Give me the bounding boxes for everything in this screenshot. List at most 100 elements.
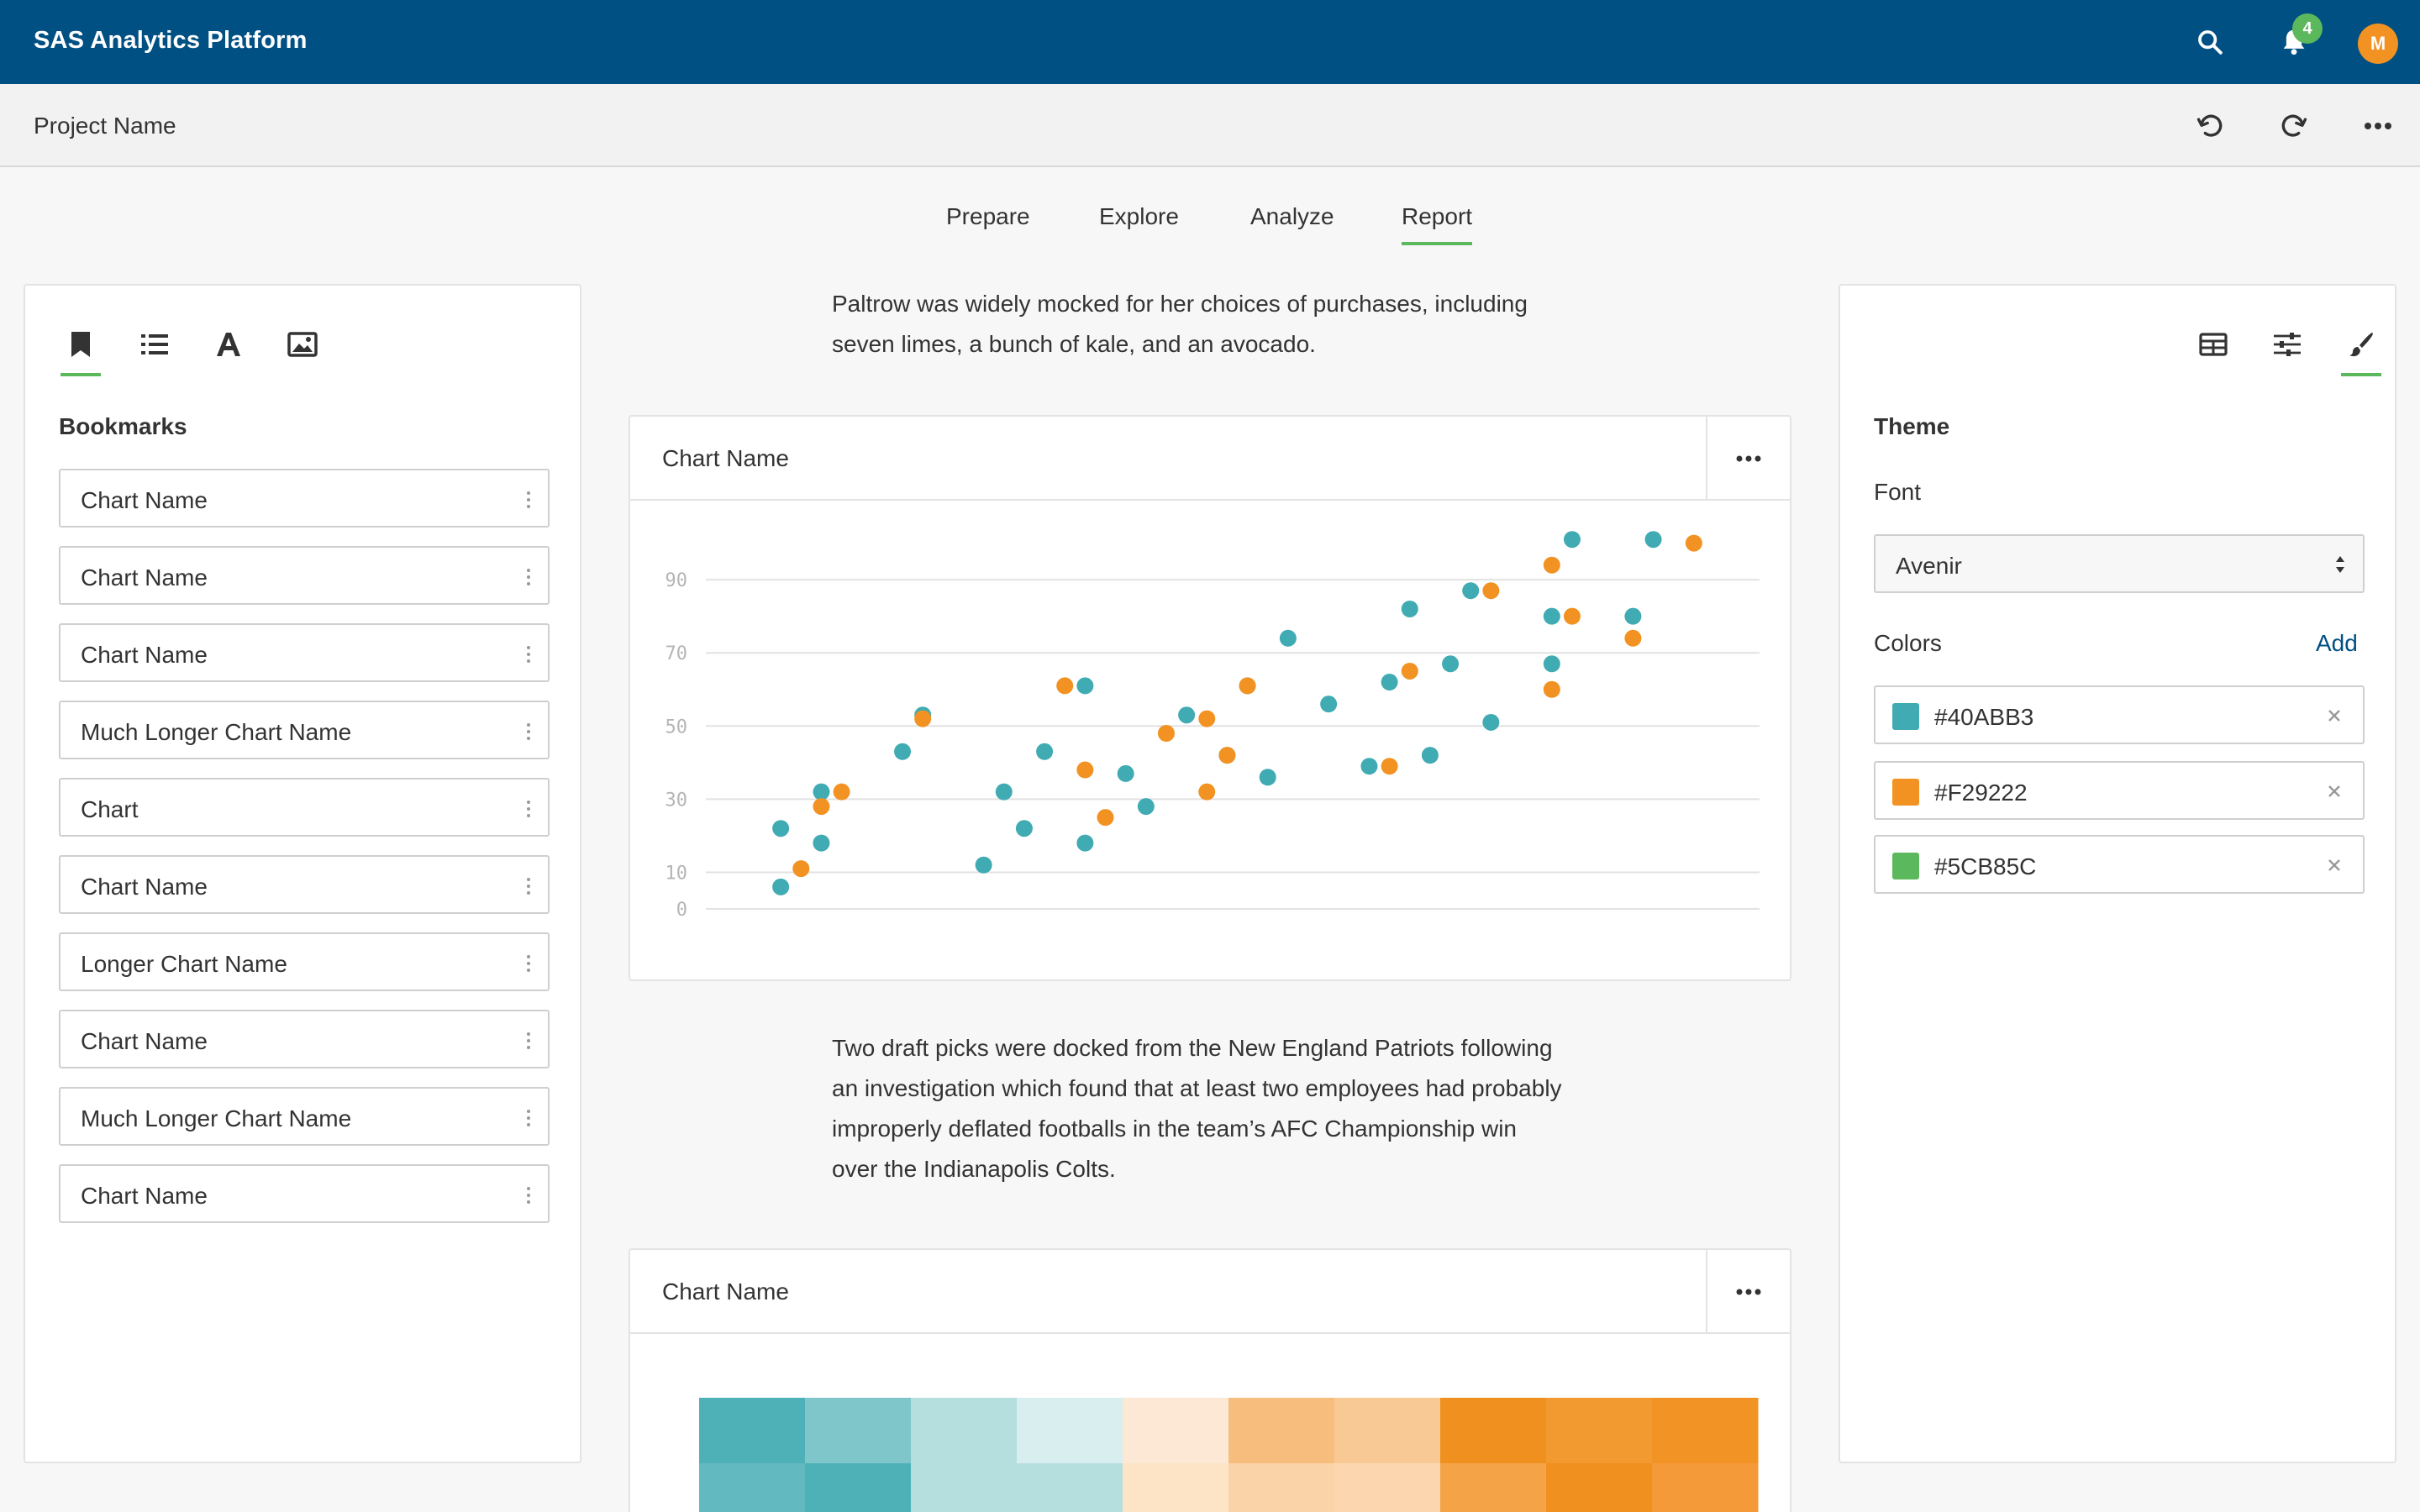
drag-handle-icon[interactable] [526, 800, 531, 818]
bookmark-item[interactable]: Longer Chart Name [59, 932, 550, 991]
drag-handle-icon[interactable] [526, 1032, 531, 1050]
tab-explore[interactable]: Explore [1099, 203, 1179, 229]
close-icon[interactable] [2323, 853, 2346, 877]
heatmap-cell[interactable] [699, 1398, 806, 1463]
scatter-point[interactable] [1482, 713, 1500, 731]
scatter-point[interactable] [894, 743, 912, 760]
drag-handle-icon[interactable] [526, 491, 531, 509]
scatter-point[interactable] [1543, 556, 1560, 574]
heatmap-cell[interactable] [1228, 1398, 1335, 1463]
scatter-point[interactable] [1178, 706, 1196, 724]
bookmark-icon[interactable] [60, 324, 101, 365]
scatter-point[interactable] [1259, 769, 1276, 786]
heatmap-cell[interactable] [1334, 1463, 1441, 1512]
scatter-point[interactable] [772, 820, 790, 837]
heatmap-cell[interactable] [805, 1398, 912, 1463]
bookmark-item[interactable]: Chart [59, 778, 550, 837]
scatter-point[interactable] [1442, 655, 1460, 673]
scatter-point[interactable] [813, 783, 830, 801]
scatter-point[interactable] [1218, 747, 1236, 764]
bookmark-item[interactable]: Chart Name [59, 623, 550, 682]
chart-more-button[interactable] [1706, 1250, 1790, 1334]
heatmap-cell[interactable] [1440, 1398, 1547, 1463]
scatter-point[interactable] [1624, 607, 1642, 625]
close-icon[interactable] [2323, 704, 2346, 727]
heatmap-cell[interactable] [1652, 1398, 1759, 1463]
brush-icon[interactable] [2341, 324, 2381, 365]
scatter-point[interactable] [1198, 710, 1216, 727]
scatter-point[interactable] [1137, 798, 1155, 816]
bookmark-item[interactable]: Chart Name [59, 1164, 550, 1223]
search-icon[interactable] [2193, 25, 2227, 59]
scatter-point[interactable] [914, 710, 932, 727]
scatter-point[interactable] [1157, 725, 1175, 742]
scatter-point[interactable] [1076, 761, 1094, 779]
tab-report[interactable]: Report [1402, 203, 1473, 245]
color-swatch[interactable] [1892, 703, 1919, 730]
tab-analyze[interactable]: Analyze [1250, 203, 1334, 229]
scatter-point[interactable] [1381, 674, 1398, 691]
text-icon[interactable] [208, 324, 249, 365]
scatter-point[interactable] [1015, 820, 1033, 837]
bookmark-item[interactable]: Much Longer Chart Name [59, 701, 550, 759]
scatter-point[interactable] [1360, 758, 1378, 775]
scatter-point[interactable] [1685, 534, 1702, 552]
image-icon[interactable] [282, 324, 323, 365]
scatter-point[interactable] [813, 834, 830, 852]
heatmap-cell[interactable] [1123, 1398, 1229, 1463]
drag-handle-icon[interactable] [526, 722, 531, 741]
scatter-point[interactable] [1097, 809, 1114, 827]
heatmap-cell[interactable] [911, 1398, 1018, 1463]
more-icon[interactable] [2361, 109, 2395, 143]
scatter-point[interactable] [1381, 758, 1398, 775]
scatter-point[interactable] [1401, 662, 1418, 680]
scatter-point[interactable] [1076, 677, 1094, 695]
scatter-point[interactable] [1563, 531, 1581, 549]
add-color-link[interactable]: Add [2316, 630, 2358, 656]
heatmap-cell[interactable] [1652, 1463, 1759, 1512]
heatmap-cell[interactable] [1228, 1463, 1335, 1512]
scatter-point[interactable] [1036, 743, 1054, 760]
color-swatch[interactable] [1892, 779, 1919, 806]
heatmap-cell[interactable] [1546, 1398, 1653, 1463]
drag-handle-icon[interactable] [526, 1186, 531, 1205]
heatmap-cell[interactable] [1017, 1398, 1123, 1463]
list-icon[interactable] [134, 324, 175, 365]
table-icon[interactable] [2193, 324, 2233, 365]
bookmark-item[interactable]: Chart Name [59, 469, 550, 528]
scatter-point[interactable] [1482, 582, 1500, 600]
scatter-point[interactable] [1279, 629, 1297, 647]
scatter-point[interactable] [1401, 600, 1418, 617]
scatter-point[interactable] [833, 783, 850, 801]
heatmap-cell[interactable] [1440, 1463, 1547, 1512]
drag-handle-icon[interactable] [526, 1109, 531, 1127]
tab-prepare[interactable]: Prepare [946, 203, 1030, 229]
heatmap-cell[interactable] [1017, 1463, 1123, 1512]
scatter-point[interactable] [995, 783, 1013, 801]
color-row[interactable]: #5CB85C [1874, 835, 2365, 894]
scatter-point[interactable] [1198, 783, 1216, 801]
scatter-point[interactable] [1056, 677, 1074, 695]
color-row[interactable]: #40ABB3 [1874, 685, 2365, 744]
undo-icon[interactable] [2193, 109, 2227, 143]
heatmap-cell[interactable] [911, 1463, 1018, 1512]
avatar[interactable]: M [2358, 24, 2398, 64]
scatter-point[interactable] [1624, 629, 1642, 647]
chart-more-button[interactable] [1706, 417, 1790, 501]
heatmap-cell[interactable] [1334, 1398, 1441, 1463]
scatter-point[interactable] [1644, 531, 1662, 549]
font-select[interactable]: Avenir [1874, 534, 2365, 593]
scatter-point[interactable] [1462, 582, 1480, 600]
drag-handle-icon[interactable] [526, 568, 531, 586]
bookmark-item[interactable]: Chart Name [59, 1010, 550, 1068]
scatter-point[interactable] [792, 860, 810, 878]
scatter-point[interactable] [975, 856, 992, 874]
heatmap-cell[interactable] [1546, 1463, 1653, 1512]
scatter-point[interactable] [1563, 607, 1581, 625]
scatter-point[interactable] [1421, 747, 1439, 764]
project-name[interactable]: Project Name [34, 113, 176, 139]
drag-handle-icon[interactable] [526, 877, 531, 895]
close-icon[interactable] [2323, 780, 2346, 803]
scatter-point[interactable] [1076, 834, 1094, 852]
heatmap-cell[interactable] [1123, 1463, 1229, 1512]
